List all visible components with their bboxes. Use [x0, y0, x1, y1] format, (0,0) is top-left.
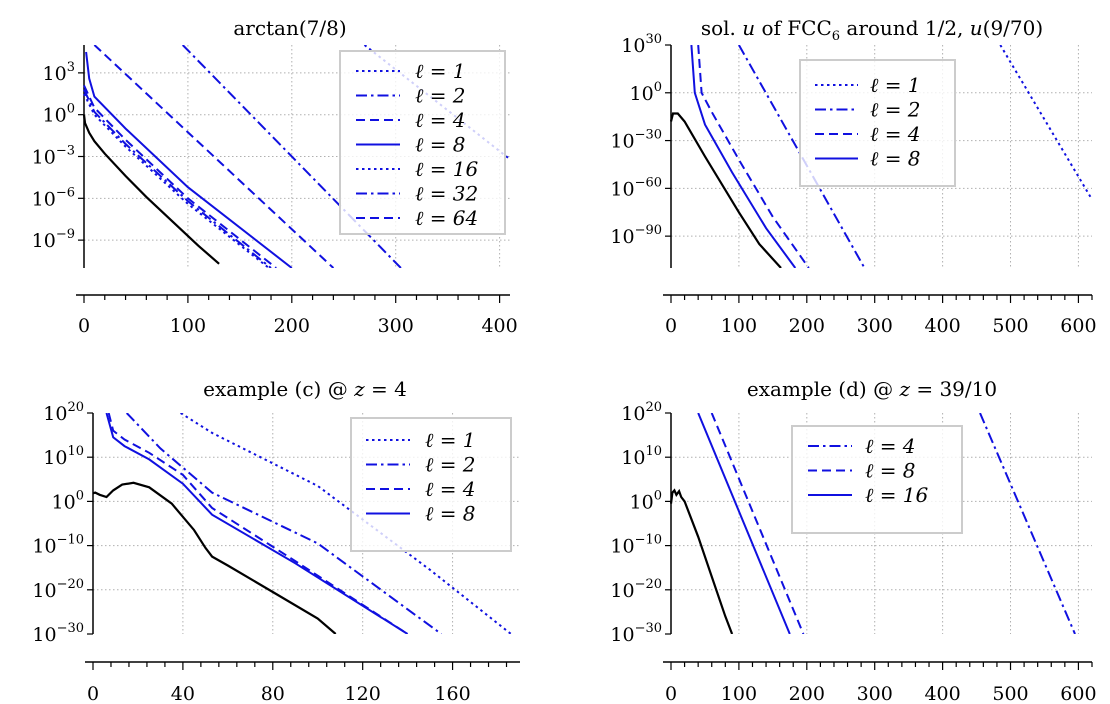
series-line-4 — [690, 45, 797, 268]
panel-title-fcc6: sol. u of FCC6 around 1/2, u(9/70) — [701, 16, 1043, 44]
chart-panel-2: 10−90 10−60 10−30 100 1030 0 100 200 300 400 500 60… — [610, 32, 1096, 337]
legend-label: ℓ = 16 — [865, 483, 929, 507]
legend-frame — [791, 425, 963, 534]
reference-series-line — [670, 112, 782, 268]
chart-panel-4: 10−30 10−20 10−10 100 1010 1020 0 100 200 300 400 5… — [610, 400, 1096, 704]
panel-title-example-c: example (c) @ z = 4 — [203, 377, 407, 401]
legend-label: ℓ = 2 — [425, 453, 476, 477]
y-tick-label: 1030 — [621, 32, 662, 57]
y-tick-label: 1020 — [621, 400, 662, 425]
x-tick-label: 0 — [78, 315, 90, 337]
x-tick-label: 0 — [87, 683, 99, 704]
legend-label: ℓ = 4 — [415, 108, 466, 132]
legend-label: ℓ = 2 — [415, 84, 466, 108]
y-tick-label: 1010 — [621, 444, 662, 469]
x-tick-label: 500 — [992, 683, 1028, 704]
legend: ℓ = 1ℓ = 2ℓ = 4ℓ = 8 — [350, 417, 512, 552]
y-tick-label: 10−20 — [610, 577, 662, 602]
legend: ℓ = 1ℓ = 2ℓ = 4ℓ = 8 — [799, 59, 956, 187]
x-tick-label: 120 — [345, 683, 381, 704]
x-tick-label: 400 — [924, 683, 960, 704]
x-tick-label: 300 — [378, 315, 414, 337]
panel-title-example-d: example (d) @ z = 39/10 — [747, 377, 997, 401]
legend: ℓ = 1ℓ = 2ℓ = 4ℓ = 8ℓ = 16ℓ = 32ℓ = 64 — [339, 50, 506, 235]
x-tick-label: 200 — [789, 315, 825, 337]
x-tick-label: 600 — [1060, 683, 1096, 704]
y-tick-label: 10−10 — [610, 533, 662, 558]
y-tick-label: 10−30 — [32, 621, 84, 646]
series-line-2 — [125, 413, 442, 634]
y-tick-label: 10−3 — [32, 144, 75, 169]
legend-label: ℓ = 8 — [865, 459, 916, 483]
y-tick-label: 10−10 — [32, 533, 84, 558]
series-line-3 — [107, 413, 409, 634]
x-tick-label: 100 — [721, 683, 757, 704]
x-tick-label: 0 — [665, 683, 677, 704]
x-tick-label: 200 — [274, 315, 310, 337]
reference-series-line — [83, 114, 220, 265]
x-tick-label: 600 — [1060, 315, 1096, 337]
chart-panel-3: 10−30 10−20 10−10 100 1010 1020 0 40 80 120 160 ℓ =… — [32, 400, 520, 704]
reference-series-line — [670, 488, 734, 634]
legend-label: ℓ = 8 — [870, 147, 921, 171]
y-tick-label: 10−20 — [32, 577, 84, 602]
series-line-1 — [180, 413, 512, 634]
x-tick-label: 160 — [434, 683, 470, 704]
y-tick-label: 1010 — [43, 444, 84, 469]
x-tick-label: 100 — [170, 315, 206, 337]
legend-label: ℓ = 1 — [425, 428, 476, 452]
x-tick-label: 300 — [857, 683, 893, 704]
legend-frame — [350, 417, 512, 552]
y-tick-label: 100 — [630, 488, 662, 513]
legend-label: ℓ = 4 — [870, 122, 921, 146]
series-line-4 — [85, 51, 293, 268]
x-tick-label: 200 — [789, 683, 825, 704]
x-tick-label: 500 — [992, 315, 1028, 337]
legend-frame — [339, 50, 506, 235]
series-line-3 — [83, 84, 277, 268]
x-tick-label: 0 — [665, 315, 677, 337]
legend-label: ℓ = 16 — [415, 157, 479, 181]
legend-label: ℓ = 4 — [865, 434, 916, 458]
series-line-1 — [83, 93, 270, 268]
legend-label: ℓ = 64 — [415, 206, 478, 230]
series-line-1 — [979, 413, 1076, 634]
legend: ℓ = 4ℓ = 8ℓ = 16 — [791, 425, 963, 534]
legend-label: ℓ = 8 — [425, 502, 476, 526]
x-tick-label: 40 — [171, 683, 195, 704]
series-line-7 — [93, 45, 335, 268]
y-tick-label: 10−6 — [32, 185, 75, 210]
legend-label: ℓ = 4 — [425, 477, 476, 501]
legend-label: ℓ = 1 — [870, 73, 921, 97]
y-tick-label: 100 — [52, 488, 84, 513]
legend-label: ℓ = 32 — [415, 182, 478, 206]
series-line-4 — [105, 413, 409, 634]
legend-frame — [799, 59, 956, 187]
x-tick-label: 80 — [261, 683, 285, 704]
y-tick-label: 10−30 — [610, 621, 662, 646]
x-tick-label: 400 — [924, 315, 960, 337]
legend-label: ℓ = 8 — [415, 133, 466, 157]
y-tick-label: 10−30 — [610, 128, 662, 153]
series-line-2 — [710, 413, 805, 634]
legend-label: ℓ = 1 — [415, 59, 466, 83]
x-tick-label: 100 — [721, 315, 757, 337]
y-tick-label: 103 — [43, 60, 75, 85]
series-line-2 — [83, 89, 272, 268]
y-tick-label: 10−60 — [610, 175, 662, 200]
series-line-3 — [697, 45, 810, 268]
x-tick-label: 300 — [857, 315, 893, 337]
y-tick-label: 1020 — [43, 400, 84, 425]
reference-series-line — [92, 481, 337, 634]
y-tick-label: 100 — [630, 80, 662, 105]
y-tick-label: 10−9 — [32, 227, 75, 252]
legend-label: ℓ = 2 — [870, 98, 921, 122]
x-tick-label: 400 — [481, 315, 517, 337]
y-tick-label: 100 — [43, 102, 75, 127]
series-line-3 — [697, 413, 791, 634]
y-tick-label: 10−90 — [610, 223, 662, 248]
panel-title-arctan: arctan(7/8) — [233, 16, 346, 40]
